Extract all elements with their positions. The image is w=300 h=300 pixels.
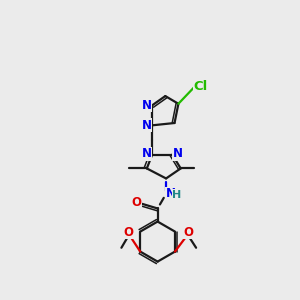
Text: N: N (142, 119, 152, 132)
Text: N: N (166, 187, 176, 200)
Text: N: N (142, 147, 152, 160)
Text: O: O (123, 226, 133, 239)
Text: Cl: Cl (194, 80, 208, 92)
Text: H: H (172, 190, 182, 200)
Text: N: N (172, 147, 183, 160)
Text: O: O (132, 196, 142, 209)
Text: O: O (183, 226, 194, 239)
Text: N: N (142, 99, 152, 112)
